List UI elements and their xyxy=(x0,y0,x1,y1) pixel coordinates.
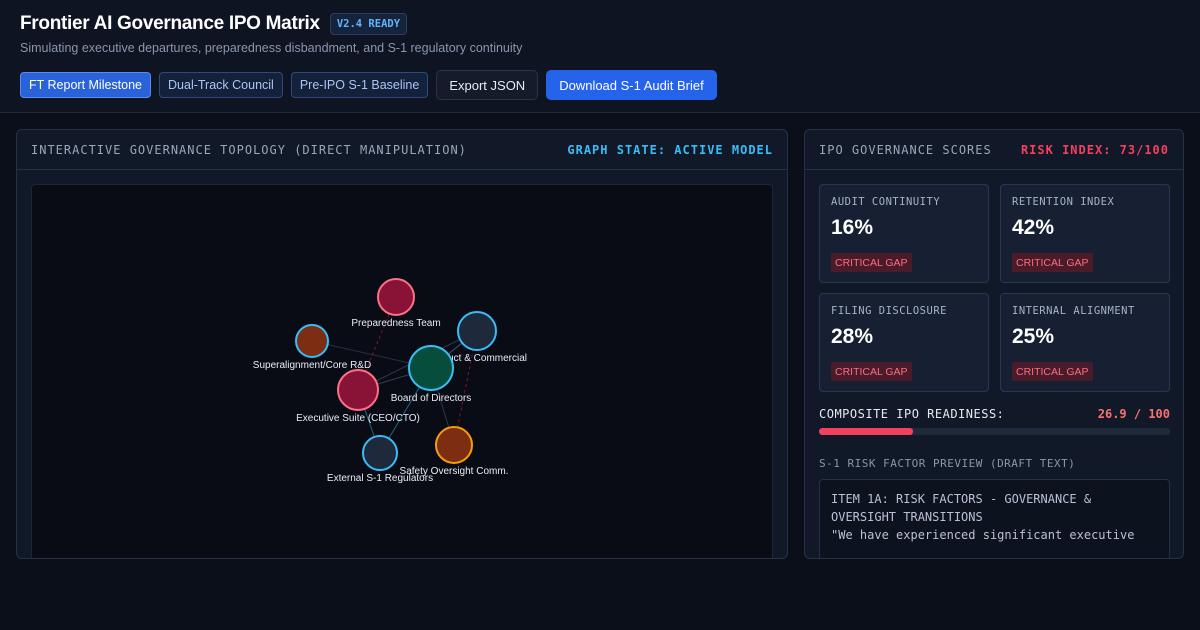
node-circle xyxy=(377,278,415,316)
scores-panel-header: IPO GOVERNANCE SCORES RISK INDEX: 73/100 xyxy=(805,130,1183,170)
node-circle xyxy=(337,369,379,411)
node-preparedness-team[interactable]: Preparedness Team xyxy=(351,278,441,329)
app-header: Frontier AI Governance IPO Matrix V2.4 R… xyxy=(0,0,1200,113)
node-external-regulators[interactable]: External S-1 Regulators xyxy=(327,435,433,484)
score-label: FILING DISCLOSURE xyxy=(831,305,947,317)
score-value: 16% xyxy=(831,216,874,239)
score-label: AUDIT CONTINUITY xyxy=(831,196,941,208)
score-card-filing-disclosure: FILING DISCLOSURE 28% CRITICAL GAP xyxy=(819,293,989,392)
version-badge: V2.4 READY xyxy=(329,13,408,35)
node-circle xyxy=(408,345,454,391)
scenario-chip-dual-track[interactable]: Dual-Track Council xyxy=(159,72,283,98)
topology-canvas[interactable]: Preparedness Team Product & Commercial S… xyxy=(31,184,774,559)
score-grid: AUDIT CONTINUITY 16% CRITICAL GAP RETENT… xyxy=(819,184,1170,392)
topology-panel-header: INTERACTIVE GOVERNANCE TOPOLOGY (DIRECT … xyxy=(17,130,787,170)
topology-panel: INTERACTIVE GOVERNANCE TOPOLOGY (DIRECT … xyxy=(16,129,788,559)
node-label: Superalignment/Core R&D xyxy=(253,360,371,371)
node-superalignment[interactable]: Superalignment/Core R&D xyxy=(253,324,371,371)
score-label: INTERNAL ALIGNMENT xyxy=(1012,305,1135,317)
toolbar: FT Report Milestone Dual-Track Council P… xyxy=(20,70,717,100)
app-subtitle: Simulating executive departures, prepare… xyxy=(20,41,523,55)
title-row: Frontier AI Governance IPO Matrix V2.4 R… xyxy=(20,13,408,35)
score-value: 42% xyxy=(1012,216,1055,239)
scenario-chip-pre-ipo[interactable]: Pre-IPO S-1 Baseline xyxy=(290,72,429,98)
node-label: Preparedness Team xyxy=(351,318,440,329)
score-card-audit-continuity: AUDIT CONTINUITY 16% CRITICAL GAP xyxy=(819,184,989,283)
app-title: Frontier AI Governance IPO Matrix xyxy=(20,13,320,34)
risk-preview-quote: "We have experienced significant executi… xyxy=(831,528,1135,542)
node-label: Product & Commercial xyxy=(427,353,527,364)
node-label: Safety Oversight Comm. xyxy=(400,466,509,477)
node-circle xyxy=(295,324,329,358)
critical-gap-badge: CRITICAL GAP xyxy=(1012,362,1093,381)
node-label: Executive Suite (CEO/CTO) xyxy=(296,413,420,424)
node-circle xyxy=(457,311,497,351)
node-circle xyxy=(435,426,473,464)
risk-preview-box[interactable]: ITEM 1A: RISK FACTORS - GOVERNANCE & OVE… xyxy=(819,479,1170,558)
download-audit-brief-button[interactable]: Download S-1 Audit Brief xyxy=(546,70,717,100)
scenario-chip-ft-report[interactable]: FT Report Milestone xyxy=(20,72,152,98)
risk-preview-label: S-1 RISK FACTOR PREVIEW (DRAFT TEXT) xyxy=(819,457,1076,470)
node-circle xyxy=(362,435,398,471)
composite-value: 26.9 / 100 xyxy=(1097,407,1170,421)
risk-index-label: RISK INDEX: 73/100 xyxy=(1020,142,1169,157)
composite-readiness-row: COMPOSITE IPO READINESS: 26.9 / 100 xyxy=(819,407,1170,421)
score-label: RETENTION INDEX xyxy=(1012,196,1115,208)
risk-preview-heading: ITEM 1A: RISK FACTORS - GOVERNANCE & OVE… xyxy=(831,492,1092,524)
node-executive-suite[interactable]: Executive Suite (CEO/CTO) xyxy=(296,369,420,424)
score-value: 25% xyxy=(1012,325,1055,348)
node-safety-oversight[interactable]: Safety Oversight Comm. xyxy=(400,426,509,477)
scores-title: IPO GOVERNANCE SCORES xyxy=(819,142,992,157)
composite-progress-fill xyxy=(819,428,914,435)
critical-gap-badge: CRITICAL GAP xyxy=(831,362,912,381)
score-card-retention-index: RETENTION INDEX 42% CRITICAL GAP xyxy=(1000,184,1170,283)
node-label: Board of Directors xyxy=(391,393,472,404)
node-product-commercial[interactable]: Product & Commercial xyxy=(427,311,527,364)
topology-graph[interactable]: Preparedness Team Product & Commercial S… xyxy=(32,185,774,559)
composite-progress-bar xyxy=(819,428,1170,435)
export-json-button[interactable]: Export JSON xyxy=(436,70,539,100)
topology-title: INTERACTIVE GOVERNANCE TOPOLOGY (DIRECT … xyxy=(31,142,467,157)
node-label: External S-1 Regulators xyxy=(327,473,433,484)
score-card-internal-alignment: INTERNAL ALIGNMENT 25% CRITICAL GAP xyxy=(1000,293,1170,392)
graph-nodes[interactable]: Preparedness Team Product & Commercial S… xyxy=(253,278,527,484)
graph-state-label: GRAPH STATE: ACTIVE MODEL xyxy=(567,142,773,157)
critical-gap-badge: CRITICAL GAP xyxy=(1012,253,1093,272)
critical-gap-badge: CRITICAL GAP xyxy=(831,253,912,272)
score-value: 28% xyxy=(831,325,874,348)
edge-prep-exec xyxy=(357,296,397,391)
node-board-of-directors[interactable]: Board of Directors xyxy=(391,345,472,404)
scores-panel: IPO GOVERNANCE SCORES RISK INDEX: 73/100… xyxy=(804,129,1184,559)
composite-label: COMPOSITE IPO READINESS: xyxy=(819,407,1005,421)
